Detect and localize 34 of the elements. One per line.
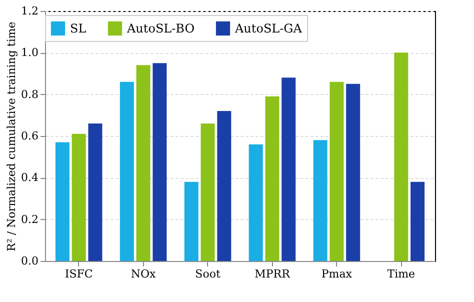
bar xyxy=(72,134,86,261)
bar xyxy=(55,142,70,261)
bar xyxy=(410,182,425,261)
y-axis-title: R² / Normalized cumulative training time xyxy=(5,22,18,252)
x-tick-label: Time xyxy=(387,268,416,280)
bar xyxy=(136,65,150,261)
bar xyxy=(313,140,328,261)
legend-label: AutoSL-BO xyxy=(126,21,195,36)
y-tick-label: 0.4 xyxy=(21,171,38,184)
bar xyxy=(248,144,263,261)
y-tick-label: 1.2 xyxy=(21,4,38,18)
bar xyxy=(184,182,198,261)
x-tick-label: Soot xyxy=(195,268,221,280)
bar xyxy=(330,82,344,261)
y-tick-label: 0.0 xyxy=(21,254,38,268)
bar xyxy=(200,124,215,261)
x-tick-label: NOx xyxy=(130,268,157,280)
y-tick-label: 0.8 xyxy=(21,88,38,101)
y-tick-label: 0.2 xyxy=(21,212,38,226)
bar xyxy=(394,52,408,261)
x-tick-label: Pmax xyxy=(321,268,353,280)
bar xyxy=(217,111,232,261)
bar xyxy=(282,78,296,261)
bar xyxy=(120,82,134,261)
y-tick-label: 0.6 xyxy=(21,130,38,142)
legend-label: AutoSL-GA xyxy=(234,21,302,36)
legend-label: SL xyxy=(70,21,86,36)
bar xyxy=(88,124,102,261)
bar xyxy=(265,96,280,261)
x-tick-label: MPRR xyxy=(254,268,291,280)
bar xyxy=(152,63,167,261)
x-tick-label: ISFC xyxy=(64,268,93,280)
bar xyxy=(346,84,360,261)
y-tick-label: 1.0 xyxy=(21,46,38,60)
